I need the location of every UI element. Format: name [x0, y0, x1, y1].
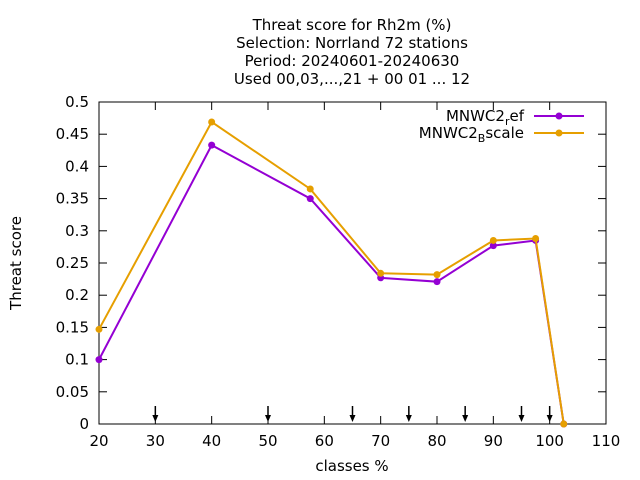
legend-entry: MNWC2Bscale [419, 124, 584, 145]
data-point [95, 325, 103, 333]
y-tick-label: 0.45 [56, 125, 89, 143]
y-tick-label: 0.3 [65, 222, 89, 240]
class-arrow [349, 406, 356, 422]
title-line: Selection: Norrland 72 stations [236, 34, 468, 52]
x-tick-label: 50 [258, 432, 277, 450]
x-tick-label: 80 [427, 432, 446, 450]
title-line: Threat score for Rh2m (%) [252, 16, 452, 34]
y-tick-label: 0.15 [56, 318, 89, 336]
data-point [306, 195, 314, 203]
y-tick-label: 0.4 [65, 157, 89, 175]
x-tick-label: 60 [315, 432, 334, 450]
data-point [208, 141, 216, 149]
x-tick-label: 110 [592, 432, 621, 450]
x-tick-label: 100 [535, 432, 564, 450]
legend-label: MNWC2ref [446, 107, 525, 128]
y-axis: 0 0.05 0.1 0.15 0.2 0.25 0.3 0.35 0.4 0.45 0.5 [56, 93, 606, 433]
series-line [98, 143, 565, 425]
y-tick-label: 0.05 [56, 383, 89, 401]
chart-title: Threat score for Rh2m (%)Selection: Norr… [234, 16, 470, 88]
legend-swatch-marker [555, 112, 563, 120]
data-point [560, 420, 568, 428]
x-axis-label: classes % [315, 457, 388, 475]
y-tick-label: 0.1 [65, 351, 89, 369]
y-tick-label: 0.25 [56, 254, 89, 272]
class-arrow [462, 406, 469, 422]
data-point [532, 235, 540, 243]
title-line: Used 00,03,...,21 + 00 01 ... 12 [234, 70, 470, 88]
y-tick-label: 0 [79, 415, 89, 433]
class-arrow [265, 406, 271, 422]
class-arrow [518, 406, 525, 422]
legend-entry: MNWC2ref [446, 107, 584, 128]
data-point [433, 278, 441, 286]
data-point [306, 185, 314, 193]
y-tick-label: 0.35 [56, 190, 89, 208]
class-arrow [405, 406, 412, 422]
series-line [98, 120, 565, 425]
legend-swatch-marker [555, 129, 563, 137]
class-arrow [152, 406, 159, 422]
data-point [433, 271, 441, 279]
data-point [208, 118, 216, 126]
data-point [377, 269, 385, 277]
series-group [95, 118, 568, 428]
y-axis-label: Threat score [7, 216, 25, 311]
data-point [489, 242, 497, 250]
y-tick-label: 0.5 [65, 93, 89, 111]
class-arrow [546, 406, 553, 422]
legend-label: MNWC2Bscale [419, 124, 524, 145]
x-tick-label: 20 [89, 432, 108, 450]
data-point [489, 236, 497, 244]
title-line: Period: 20240601-20240630 [245, 52, 460, 70]
x-tick-label: 90 [484, 432, 503, 450]
x-tick-label: 70 [371, 432, 390, 450]
arrow-markers [152, 406, 553, 422]
x-tick-label: 30 [146, 432, 165, 450]
data-point [95, 356, 103, 364]
x-axis: 20 30 40 50 60 70 80 90 100 110 [89, 102, 620, 450]
x-tick-label: 40 [202, 432, 221, 450]
y-tick-label: 0.2 [65, 286, 89, 304]
plot-frame [98, 101, 607, 425]
